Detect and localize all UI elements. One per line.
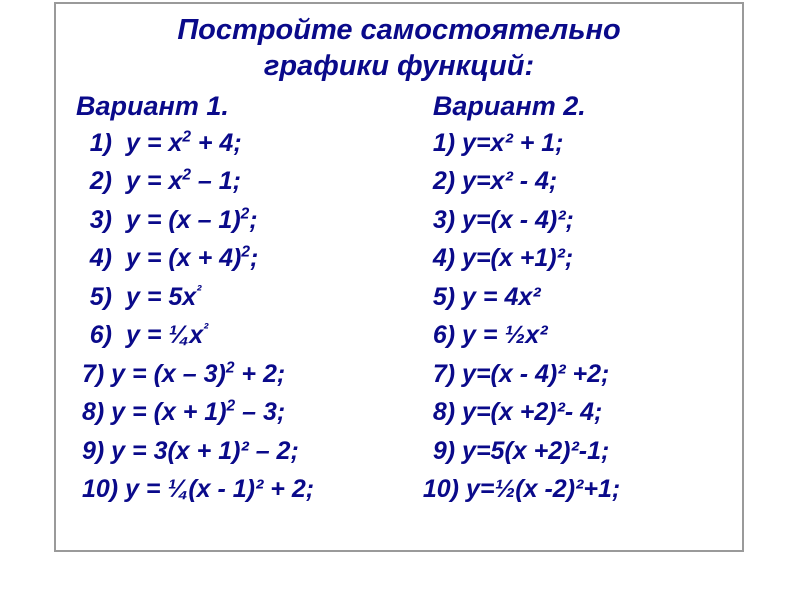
- v1-eq-7: 7) у = (х – 3)2 + 2;: [66, 355, 413, 394]
- columns-wrap: Вариант 1. 1)у = х2 + 4; 2)у = х2 – 1; 3…: [66, 91, 732, 509]
- v2-eq-10: 10) у=½(х -2)²+1;: [413, 470, 732, 509]
- v1-eq-9: 9) у = 3(х + 1)² – 2;: [66, 432, 413, 471]
- v2-eq-4: 4) у=(х +1)²;: [413, 239, 732, 278]
- v2-eq-3: 3) у=(х - 4)²;: [413, 201, 732, 240]
- v2-eq-7: 7) у=(х - 4)² +2;: [413, 355, 732, 394]
- v1-eq-1: 1)у = х2 + 4;: [66, 124, 413, 163]
- v1-eq-2: 2)у = х2 – 1;: [66, 162, 413, 201]
- v1-eq-3: 3)у = (х – 1)2;: [66, 201, 413, 240]
- worksheet-frame: Постройте самостоятельно графики функций…: [54, 2, 744, 552]
- v2-eq-5: 5) у = 4х²: [413, 278, 732, 317]
- title-line-2: графики функций:: [264, 50, 534, 82]
- variant-2-heading: Вариант 2.: [433, 91, 732, 122]
- v2-eq-1: 1) у=х² + 1;: [413, 124, 732, 163]
- variant-1-column: Вариант 1. 1)у = х2 + 4; 2)у = х2 – 1; 3…: [66, 91, 413, 509]
- v2-eq-2: 2) у=х² - 4;: [413, 162, 732, 201]
- variant-2-column: Вариант 2. 1) у=х² + 1; 2) у=х² - 4; 3) …: [413, 91, 732, 509]
- v1-eq-10: 10) у = ¼(х - 1)² + 2;: [66, 470, 413, 509]
- title-line-1: Постройте самостоятельно: [177, 14, 620, 46]
- v2-eq-8: 8) у=(х +2)²- 4;: [413, 393, 732, 432]
- v1-eq-4: 4)у = (х + 4)2;: [66, 239, 413, 278]
- v2-eq-6: 6) у = ½х²: [413, 316, 732, 355]
- worksheet-title: Постройте самостоятельно графики функций…: [66, 12, 732, 85]
- v1-eq-5: 5)у = 5х²: [66, 278, 413, 317]
- v2-eq-9: 9) у=5(х +2)²-1;: [413, 432, 732, 471]
- v1-eq-6: 6)у = ¼х²: [66, 316, 413, 355]
- v1-eq-8: 8) у = (х + 1)2 – 3;: [66, 393, 413, 432]
- variant-1-heading: Вариант 1.: [76, 91, 413, 122]
